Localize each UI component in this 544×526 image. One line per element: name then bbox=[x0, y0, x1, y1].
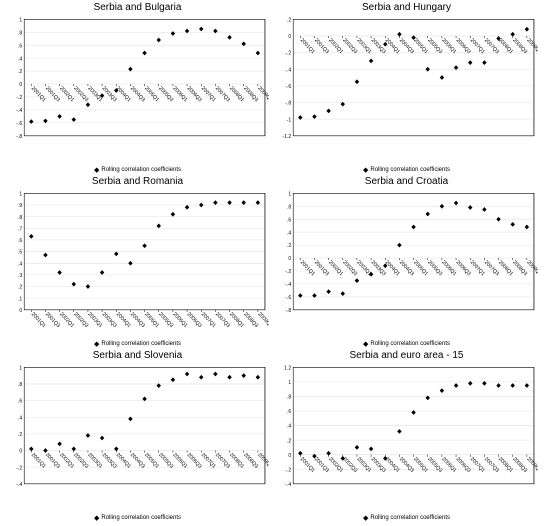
svg-text:-.2: -.2 bbox=[16, 465, 22, 471]
svg-text:.8: .8 bbox=[18, 382, 22, 388]
svg-text:-.6: -.6 bbox=[285, 295, 291, 301]
title-slovenia: Serbia and Slovenia bbox=[93, 350, 183, 361]
svg-text:1.2: 1.2 bbox=[284, 365, 291, 371]
chart-croatia: -.8-.6-.4-.20.2.4.6.812001Q12001Q32002Q1… bbox=[275, 189, 538, 340]
chart-euroarea: -.4-.20.2.4.6.811.22001Q12001Q32002Q1200… bbox=[275, 363, 538, 514]
legend-slovenia: ◆Rolling correlation coefficients bbox=[94, 514, 181, 522]
diamond-icon: ◆ bbox=[94, 166, 99, 174]
svg-text:.5: .5 bbox=[18, 250, 22, 256]
chart-grid: Serbia and Bulgaria -.8 -.6 -.4 -.2 0 .2 .4 .6.… bbox=[0, 0, 544, 526]
svg-text:.8: .8 bbox=[18, 30, 22, 36]
chart-hungary: -1.2-1-.8-.6-.4-.20.22001Q12001Q32002Q12… bbox=[275, 15, 538, 166]
svg-text:.1: .1 bbox=[18, 296, 22, 302]
legend-euroarea: ◆Rolling correlation coefficients bbox=[363, 514, 450, 522]
panel-romania: Serbia and Romania 0 .1 .2 .3 .4 .5 .6 .7 .8 .9 1 2… bbox=[6, 176, 269, 348]
diamond-icon: ◆ bbox=[363, 514, 368, 522]
svg-text:0: 0 bbox=[19, 449, 22, 455]
svg-text:-.4: -.4 bbox=[16, 482, 22, 488]
title-euroarea: Serbia and euro area - 15 bbox=[350, 350, 464, 361]
chart-romania: 0.1.2.3.4.5.6.7.8.912001Q12001Q32002Q120… bbox=[6, 189, 269, 340]
svg-text:.8: .8 bbox=[287, 204, 291, 210]
svg-text:.6: .6 bbox=[287, 217, 291, 223]
legend-bulgaria: ◆Rolling correlation coefficients bbox=[94, 166, 181, 174]
svg-text:-1: -1 bbox=[287, 117, 292, 123]
legend-label: Rolling correlation coefficients bbox=[370, 515, 450, 521]
svg-text:-.2: -.2 bbox=[285, 51, 291, 57]
svg-text:.7: .7 bbox=[18, 226, 22, 232]
diamond-icon: ◆ bbox=[94, 340, 99, 348]
svg-text:0: 0 bbox=[19, 308, 22, 314]
svg-text:-.8: -.8 bbox=[16, 134, 22, 140]
svg-text:.2: .2 bbox=[18, 69, 22, 75]
svg-text:0: 0 bbox=[288, 34, 291, 40]
panel-croatia: Serbia and Croatia -.8 -.6 -.4 -.2 0 .2 .4 .6 .8… bbox=[275, 176, 538, 348]
title-croatia: Serbia and Croatia bbox=[365, 176, 448, 187]
title-hungary: Serbia and Hungary bbox=[362, 2, 451, 13]
legend-romania: ◆Rolling correlation coefficients bbox=[94, 340, 181, 348]
svg-text:1: 1 bbox=[19, 17, 22, 23]
svg-text:0: 0 bbox=[288, 453, 291, 459]
svg-text:.4: .4 bbox=[287, 424, 291, 430]
chart-bulgaria: -.8-.6-.4-.20.2.4.6.812001Q12001Q32002Q1… bbox=[6, 15, 269, 166]
title-romania: Serbia and Romania bbox=[92, 176, 183, 187]
panel-euroarea: Serbia and euro area - 15 -.4 -.2 0 .2 .4 .6.… bbox=[275, 350, 538, 522]
svg-text:-.8: -.8 bbox=[285, 308, 291, 314]
svg-text:0: 0 bbox=[19, 82, 22, 88]
svg-text:1: 1 bbox=[19, 365, 22, 371]
svg-text:-.4: -.4 bbox=[16, 108, 22, 114]
panel-hungary: Serbia and Hungary -1.2 -1 -.8 -.6 -.4 -.2 0 .2… bbox=[275, 2, 538, 174]
svg-text:-.8: -.8 bbox=[285, 101, 291, 107]
svg-text:-.4: -.4 bbox=[285, 482, 291, 488]
svg-text:.2: .2 bbox=[287, 17, 291, 23]
svg-text:.2: .2 bbox=[18, 285, 22, 291]
panel-slovenia: Serbia and Slovenia -.4-.20.2.4.6.812001… bbox=[6, 350, 269, 522]
legend-croatia: ◆Rolling correlation coefficients bbox=[363, 340, 450, 348]
svg-text:-.4: -.4 bbox=[285, 67, 291, 73]
legend-label: Rolling correlation coefficients bbox=[370, 167, 450, 173]
svg-text:.4: .4 bbox=[18, 56, 22, 62]
diamond-icon: ◆ bbox=[363, 166, 368, 174]
title-bulgaria: Serbia and Bulgaria bbox=[94, 2, 182, 13]
svg-text:-.6: -.6 bbox=[285, 84, 291, 90]
svg-text:1: 1 bbox=[19, 191, 22, 197]
panel-bulgaria: Serbia and Bulgaria -.8 -.6 -.4 -.2 0 .2 .4 .6.… bbox=[6, 2, 269, 174]
svg-text:.6: .6 bbox=[18, 238, 22, 244]
svg-text:.2: .2 bbox=[287, 243, 291, 249]
svg-text:1: 1 bbox=[288, 380, 291, 386]
diamond-icon: ◆ bbox=[363, 340, 368, 348]
svg-text:.2: .2 bbox=[287, 438, 291, 444]
svg-text:.4: .4 bbox=[18, 415, 22, 421]
legend-label: Rolling correlation coefficients bbox=[101, 167, 181, 173]
svg-text:.8: .8 bbox=[287, 394, 291, 400]
legend-label: Rolling correlation coefficients bbox=[101, 515, 181, 521]
svg-text:-.4: -.4 bbox=[285, 282, 291, 288]
svg-text:-.2: -.2 bbox=[16, 95, 22, 101]
svg-text:.4: .4 bbox=[287, 230, 291, 236]
svg-text:0: 0 bbox=[288, 256, 291, 262]
svg-text:1: 1 bbox=[288, 191, 291, 197]
svg-text:.6: .6 bbox=[287, 409, 291, 415]
svg-text:-.2: -.2 bbox=[285, 269, 291, 275]
diamond-icon: ◆ bbox=[94, 514, 99, 522]
svg-text:.2: .2 bbox=[18, 432, 22, 438]
svg-text:.9: .9 bbox=[18, 203, 22, 209]
svg-text:2009Q1: 2009Q1 bbox=[257, 311, 269, 329]
svg-text:-.2: -.2 bbox=[285, 467, 291, 473]
svg-text:-1.2: -1.2 bbox=[282, 134, 291, 140]
svg-text:-.6: -.6 bbox=[16, 121, 22, 127]
svg-text:.8: .8 bbox=[18, 215, 22, 221]
svg-text:.4: .4 bbox=[18, 261, 22, 267]
svg-text:.6: .6 bbox=[18, 43, 22, 49]
legend-label: Rolling correlation coefficients bbox=[370, 341, 450, 347]
svg-text:.6: .6 bbox=[18, 399, 22, 405]
legend-hungary: ◆Rolling correlation coefficients bbox=[363, 166, 450, 174]
chart-slovenia: -.4-.20.2.4.6.812001Q12001Q32002Q12002Q3… bbox=[6, 363, 269, 514]
legend-label: Rolling correlation coefficients bbox=[101, 341, 181, 347]
svg-text:.3: .3 bbox=[18, 273, 22, 279]
